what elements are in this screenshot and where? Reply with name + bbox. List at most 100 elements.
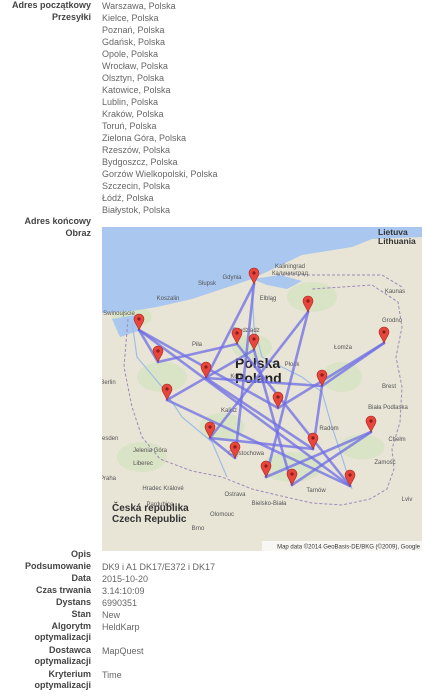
place-label: Łomża (334, 345, 353, 351)
map-marker-icon (316, 369, 328, 387)
forest-area (232, 334, 272, 360)
map-marker-dot (233, 445, 237, 449)
summary-value: DK9 i A1 DK17/E372 i DK17 (102, 562, 216, 572)
map-marker-dot (204, 365, 208, 369)
map-marker-icon (302, 295, 314, 313)
map-marker-icon (248, 267, 260, 285)
shipment-item: Kraków, Polska (102, 109, 164, 119)
algorithm-value: HeldKarp (102, 622, 140, 632)
start-address-value: Warszawa, Polska (102, 1, 176, 11)
start-address-label: Adres początkowy (11, 0, 91, 10)
shipment-item: Toruń, Polska (102, 121, 157, 131)
shipment-item: Olsztyn, Polska (102, 73, 165, 83)
place-label: Słupsk (198, 281, 217, 287)
shipments-list: Kielce, Polska Poznań, Polska Gdańsk, Pols… (102, 12, 218, 216)
place-label: Bielsko-Biała (252, 501, 287, 507)
shipment-item: Kielce, Polska (102, 13, 159, 23)
gdansk-bay (252, 275, 302, 289)
place-label: Dresden (102, 436, 118, 442)
map-marker-dot (252, 271, 256, 275)
distance-value: 6990351 (102, 598, 138, 608)
forest-area (117, 442, 167, 472)
map-marker-dot (311, 436, 315, 440)
map-marker-dot (320, 373, 324, 377)
status-value: New (102, 610, 121, 620)
route-line (208, 436, 237, 460)
status-label: Stan (71, 609, 91, 619)
place-label: Częstochowa (228, 451, 265, 457)
route-line (165, 348, 256, 402)
map-marker-icon (229, 441, 241, 459)
map-marker-icon (161, 383, 173, 401)
route-line (233, 282, 256, 460)
place-label: Berlin (102, 380, 116, 386)
route-map[interactable]: Kaliningrad Калининград Słupsk Koszalin Elbl… (102, 227, 422, 551)
shipment-item: Wrocław, Polska (102, 61, 168, 71)
place-label: Ostrava (224, 492, 246, 498)
map-marker-dot (382, 330, 386, 334)
map-marker-dot (369, 419, 373, 423)
route-line (208, 310, 310, 440)
shipment-item: Łódź, Polska (102, 193, 154, 203)
shipment-item: Gdańsk, Polska (102, 37, 166, 47)
place-label: Elbląg (260, 296, 277, 302)
duration-label: Czas trwania (35, 585, 91, 595)
route-line (204, 282, 256, 380)
map-marker-dot (165, 387, 169, 391)
map-marker-icon (344, 469, 356, 487)
map-marker-dot (264, 464, 268, 468)
shipment-item: Szczecin, Polska (102, 181, 171, 191)
route-line (137, 328, 352, 488)
map-marker-icon (152, 345, 164, 363)
map-marker-icon (286, 468, 298, 486)
place-label: Kaliningrad (275, 264, 305, 270)
map-marker-dot (252, 337, 256, 341)
place-label: Kaunas (385, 289, 405, 295)
map-lithuania-title: Lietuva (378, 227, 408, 237)
map-marker-icon (378, 326, 390, 344)
map-marker-icon (365, 415, 377, 433)
place-label: Tarnów (306, 488, 326, 494)
shipment-item: Białystok, Polska (102, 205, 171, 215)
provider-value: MapQuest (102, 646, 144, 656)
map-marker-dot (306, 299, 310, 303)
map-marker-dot (156, 349, 160, 353)
place-label: Liberec (133, 461, 153, 467)
shipment-item: Lublin, Polska (102, 97, 159, 107)
route-line (204, 376, 324, 388)
shipments-label: Przesyłki (51, 12, 91, 22)
place-label: Gdynia (222, 275, 242, 281)
poland-border (123, 284, 403, 506)
map-marker-icon (133, 313, 145, 331)
map-marker-dot (235, 331, 239, 335)
attribution-background (262, 541, 422, 551)
forest-area (287, 282, 337, 312)
map-marker-icon (204, 421, 216, 439)
map-marker-dot (137, 317, 141, 321)
route-line (204, 376, 315, 451)
criterion-value: Time (102, 670, 122, 680)
map-marker-dot (208, 425, 212, 429)
distance-label: Dystans (55, 597, 91, 607)
map-marker-icon (272, 391, 284, 409)
place-label: Калининград (272, 271, 309, 277)
place-label: Grudziądz (232, 328, 259, 334)
place-label: Grodno (382, 318, 403, 324)
map-lithuania-title-en: Lithuania (378, 236, 416, 246)
map-marker-icon (231, 327, 243, 345)
forest-area (137, 362, 187, 392)
map-marker-dot (276, 395, 280, 399)
map-marker-icon (307, 432, 319, 450)
place-label: Praha (102, 476, 117, 482)
place-label: Swinoujscie (103, 311, 135, 317)
forest-area (322, 362, 362, 392)
map-marker-icon (248, 333, 260, 351)
szczecin-lagoon (112, 315, 138, 337)
route-line (156, 342, 239, 364)
shipment-item: Rzeszów, Polska (102, 145, 171, 155)
provider-label: Dostawca optymalizacji (34, 645, 91, 666)
map-attribution: Map data ©2014 GeoBasis-DE/BKG (©2009), … (277, 544, 421, 551)
route-line (235, 342, 352, 488)
end-address-label: Adres końcowy (24, 216, 91, 226)
